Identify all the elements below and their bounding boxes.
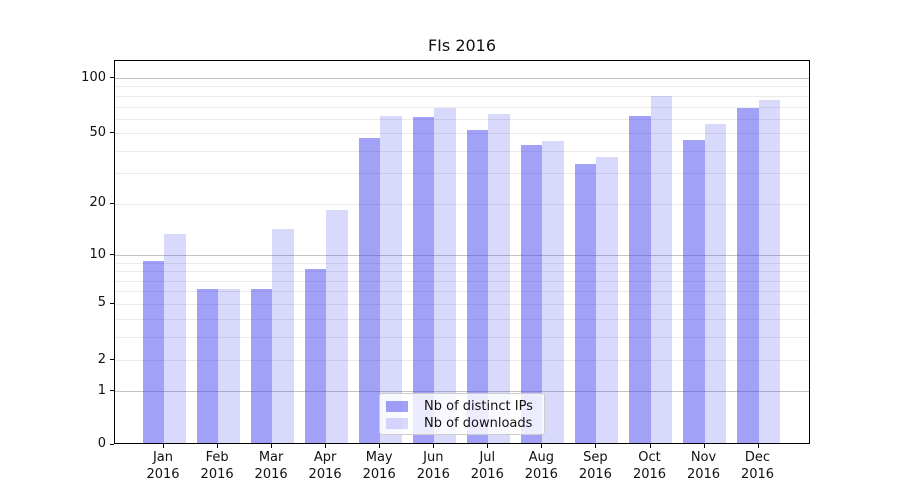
bar-apr-downloads: [326, 209, 348, 443]
x-tick-label-apr: Apr 2016: [308, 450, 342, 482]
bar-jan-distinct-ips: [142, 260, 164, 443]
y-tick-label-100: 100: [81, 69, 106, 85]
gridline-80: [115, 95, 809, 97]
y-tick-mark-0: [110, 443, 114, 445]
bar-nov-downloads: [704, 123, 726, 443]
chart-title: FIs 2016: [427, 36, 497, 55]
legend-label-downloads: Nb of downloads: [424, 416, 533, 431]
bar-jun-distinct-ips: [412, 116, 435, 443]
x-tick-label-may: May 2016: [362, 450, 396, 482]
gridline-20: [115, 203, 809, 205]
bar-dec-downloads: [758, 100, 780, 443]
x-tick-mark-dec: [757, 444, 759, 448]
x-tick-label-oct: Oct 2016: [632, 450, 667, 482]
x-tick-label-jul: Jul 2016: [470, 450, 504, 482]
y-tick-label-5: 5: [97, 295, 106, 311]
y-tick-mark-5: [110, 302, 114, 304]
bar-oct-downloads: [650, 95, 672, 443]
legend-swatch-downloads: [386, 418, 408, 429]
legend-row-downloads: Nb of downloads: [386, 415, 538, 432]
y-tick-mark-20: [110, 202, 114, 204]
bar-dec-distinct-ips: [737, 108, 759, 443]
y-tick-mark-50: [110, 132, 114, 134]
bar-sep-downloads: [596, 156, 618, 443]
y-tick-label-20: 20: [89, 195, 106, 211]
bar-jun-downloads: [434, 108, 456, 443]
bar-mar-distinct-ips: [250, 289, 273, 443]
bar-may-distinct-ips: [358, 137, 381, 443]
y-tick-label-1: 1: [97, 382, 106, 398]
x-tick-mark-aug: [541, 444, 543, 448]
bar-feb-downloads: [218, 289, 240, 443]
y-tick-label-10: 10: [89, 246, 106, 262]
bar-may-downloads: [380, 115, 402, 443]
gridline-70: [115, 106, 809, 108]
x-tick-label-jun: Jun 2016: [416, 450, 450, 482]
gridline-90: [115, 86, 809, 88]
x-tick-mark-apr: [325, 444, 327, 448]
gridline-60: [115, 118, 809, 120]
x-tick-mark-nov: [703, 444, 705, 448]
gridline-30: [115, 172, 809, 174]
x-tick-mark-jul: [487, 444, 489, 448]
y-tick-label-0: 0: [97, 436, 106, 451]
gridline-4: [115, 318, 809, 320]
gridline-10: [115, 255, 809, 257]
y-tick-label-2: 2: [97, 351, 106, 367]
x-tick-label-dec: Dec 2016: [740, 450, 775, 482]
x-tick-mark-mar: [271, 444, 273, 448]
bar-aug-distinct-ips: [520, 144, 543, 443]
x-tick-label-sep: Sep 2016: [578, 450, 612, 482]
x-tick-mark-may: [379, 444, 381, 448]
gridline-8: [115, 271, 809, 273]
y-tick-mark-2: [110, 359, 114, 360]
gridline-5: [115, 303, 809, 305]
bar-oct-distinct-ips: [629, 115, 651, 443]
x-tick-mark-jun: [433, 444, 435, 448]
bar-sep-distinct-ips: [574, 163, 597, 443]
bar-feb-distinct-ips: [196, 289, 218, 443]
x-tick-mark-jan: [163, 444, 164, 448]
x-tick-mark-oct: [649, 444, 651, 448]
plot-area: [114, 60, 810, 444]
y-tick-mark-1: [110, 390, 114, 391]
gridline-6: [115, 291, 809, 293]
gridline-9: [115, 262, 809, 264]
gridline-100: [115, 78, 809, 79]
bar-aug-downloads: [542, 141, 564, 443]
bar-mar-downloads: [272, 228, 294, 443]
gridline-40: [115, 150, 809, 152]
bar-jul-distinct-ips: [466, 129, 489, 443]
legend-row-distinct-ips: Nb of distinct IPs: [386, 398, 538, 415]
bar-nov-distinct-ips: [683, 139, 705, 443]
x-tick-mark-sep: [595, 444, 597, 448]
y-tick-mark-10: [110, 254, 114, 256]
bar-jul-downloads: [488, 114, 510, 443]
x-tick-label-nov: Nov 2016: [686, 450, 721, 482]
legend-swatch-distinct-ips: [386, 401, 408, 412]
y-tick-mark-100: [110, 77, 114, 78]
x-tick-label-feb: Feb 2016: [200, 450, 234, 482]
x-tick-label-aug: Aug 2016: [524, 450, 558, 482]
x-tick-label-mar: Mar 2016: [254, 450, 288, 482]
gridline-2: [115, 360, 809, 361]
gridline-50: [115, 133, 809, 135]
gridline-1: [115, 391, 809, 392]
bar-jan-downloads: [164, 234, 186, 443]
legend-label-distinct-ips: Nb of distinct IPs: [424, 399, 533, 414]
bar-apr-distinct-ips: [304, 269, 327, 443]
x-tick-mark-feb: [217, 444, 219, 448]
legend: Nb of distinct IPs Nb of downloads: [379, 393, 545, 435]
x-tick-label-jan: Jan 2016: [146, 450, 180, 482]
gridline-7: [115, 280, 809, 282]
y-tick-label-50: 50: [89, 124, 106, 140]
gridline-3: [115, 336, 809, 338]
